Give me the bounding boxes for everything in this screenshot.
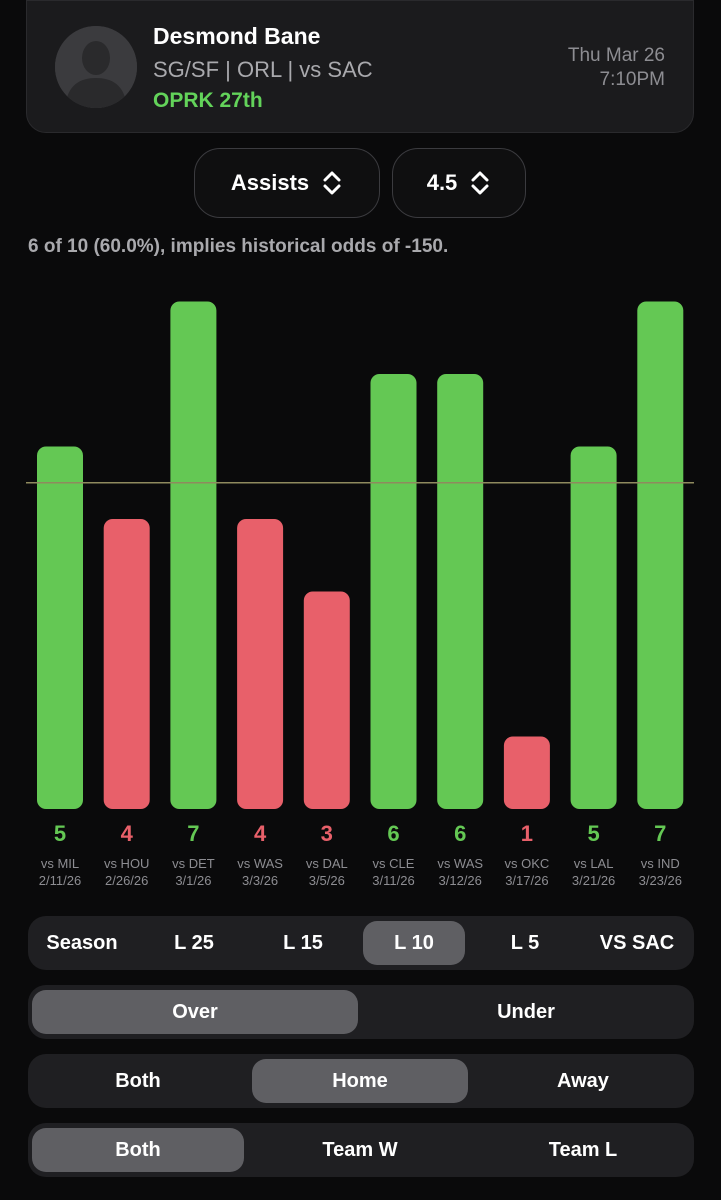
opponent-rank: OPRK 27th <box>153 89 263 112</box>
bar-value-label: 3 <box>321 821 333 846</box>
bar-1[interactable] <box>37 446 83 810</box>
range-option-l-10[interactable]: L 10 <box>363 921 465 965</box>
bar-value-label: 7 <box>187 821 199 846</box>
date-tick-label: 3/21/26 <box>572 873 615 888</box>
range-option-l-25[interactable]: L 25 <box>174 931 214 954</box>
opponent-tick-label: vs HOU <box>104 856 150 871</box>
range-option-l-15[interactable]: L 15 <box>283 931 323 954</box>
date-tick-label: 3/11/26 <box>372 873 414 888</box>
side-option-over[interactable]: Over <box>32 990 358 1034</box>
date-tick-label: 3/12/26 <box>439 873 482 888</box>
bar-7[interactable] <box>437 374 484 809</box>
bar-value-label: 1 <box>521 821 533 846</box>
opponent-tick-label: vs WAS <box>237 856 283 871</box>
player-avatar <box>55 26 137 108</box>
date-tick-label: 3/17/26 <box>505 873 548 888</box>
date-tick-label: 3/3/26 <box>242 873 278 888</box>
result-option-team-l[interactable]: Team L <box>548 1138 618 1161</box>
result-option-team-w[interactable]: Team W <box>322 1138 398 1161</box>
chevron-up-down-icon <box>323 171 341 195</box>
opponent-tick-label: vs MIL <box>41 856 79 871</box>
date-tick-label: 3/5/26 <box>309 873 345 888</box>
over-under-filter: Over Under <box>28 985 694 1039</box>
location-option-home[interactable]: Home <box>252 1059 468 1103</box>
game-time: 7:10PM <box>599 69 665 90</box>
bar-4[interactable] <box>237 519 284 809</box>
player-card: Desmond Bane SG/SF | ORL | vs SAC OPRK 2… <box>26 0 694 133</box>
location-option-away[interactable]: Away <box>557 1069 609 1092</box>
bar-3[interactable] <box>170 301 217 810</box>
range-option-season[interactable]: Season <box>46 931 118 954</box>
game-log-bar-chart: 5 vs MIL 2/11/26 4 vs HOU 2/26/26 7 vs DET 3/1/2… <box>26 301 694 888</box>
bar-value-label: 6 <box>454 821 466 846</box>
bar-value-label: 5 <box>54 821 66 846</box>
date-tick-label: 2/26/26 <box>105 873 148 888</box>
date-tick-label: 3/23/26 <box>639 873 682 888</box>
hit-rate-summary: 6 of 10 (60.0%), implies historical odds… <box>28 236 449 257</box>
game-date: Thu Mar 26 <box>567 45 665 66</box>
opponent-tick-label: vs OKC <box>505 856 550 871</box>
bar-9[interactable] <box>570 446 617 810</box>
side-option-under[interactable]: Under <box>497 1000 555 1023</box>
opponent-tick-label: vs DAL <box>306 856 348 871</box>
opponent-tick-label: vs LAL <box>574 856 614 871</box>
stat-selector[interactable]: Assists <box>194 148 380 218</box>
bar-value-label: 4 <box>254 821 267 846</box>
range-filter: Season L 25 L 15 L 10 L 5 VS SAC <box>28 916 694 970</box>
bar-6[interactable] <box>370 374 417 809</box>
person-silhouette-icon <box>55 26 137 108</box>
chevron-up-down-icon <box>471 171 489 195</box>
range-option-vs-sac[interactable]: VS SAC <box>599 931 675 954</box>
line-selector-label: 4.5 <box>426 170 458 195</box>
date-tick-label: 3/1/26 <box>175 873 211 888</box>
location-option-both[interactable]: Both <box>115 1069 161 1092</box>
opponent-tick-label: vs DET <box>172 856 215 871</box>
range-option-l-5[interactable]: L 5 <box>510 931 540 954</box>
bar-value-label: 4 <box>121 821 134 846</box>
bar-2[interactable] <box>103 519 150 809</box>
team-result-filter: Both Team W Team L <box>28 1123 694 1177</box>
player-position-team-opponent: SG/SF | ORL | vs SAC <box>153 57 373 82</box>
line-selector[interactable]: 4.5 <box>392 148 526 218</box>
player-name: Desmond Bane <box>153 23 321 49</box>
opponent-tick-label: vs WAS <box>437 856 483 871</box>
result-option-both[interactable]: Both <box>32 1128 244 1172</box>
stat-selector-label: Assists <box>230 170 310 195</box>
bar-value-label: 5 <box>587 821 599 846</box>
bar-8[interactable] <box>503 736 550 810</box>
date-tick-label: 2/11/26 <box>39 873 81 888</box>
bar-5[interactable] <box>303 591 350 810</box>
opponent-tick-label: vs CLE <box>373 856 415 871</box>
bar-value-label: 6 <box>387 821 399 846</box>
bar-10[interactable] <box>637 301 684 810</box>
opponent-tick-label: vs IND <box>641 856 680 871</box>
home-away-filter: Both Home Away <box>28 1054 694 1108</box>
bar-value-label: 7 <box>654 821 666 846</box>
